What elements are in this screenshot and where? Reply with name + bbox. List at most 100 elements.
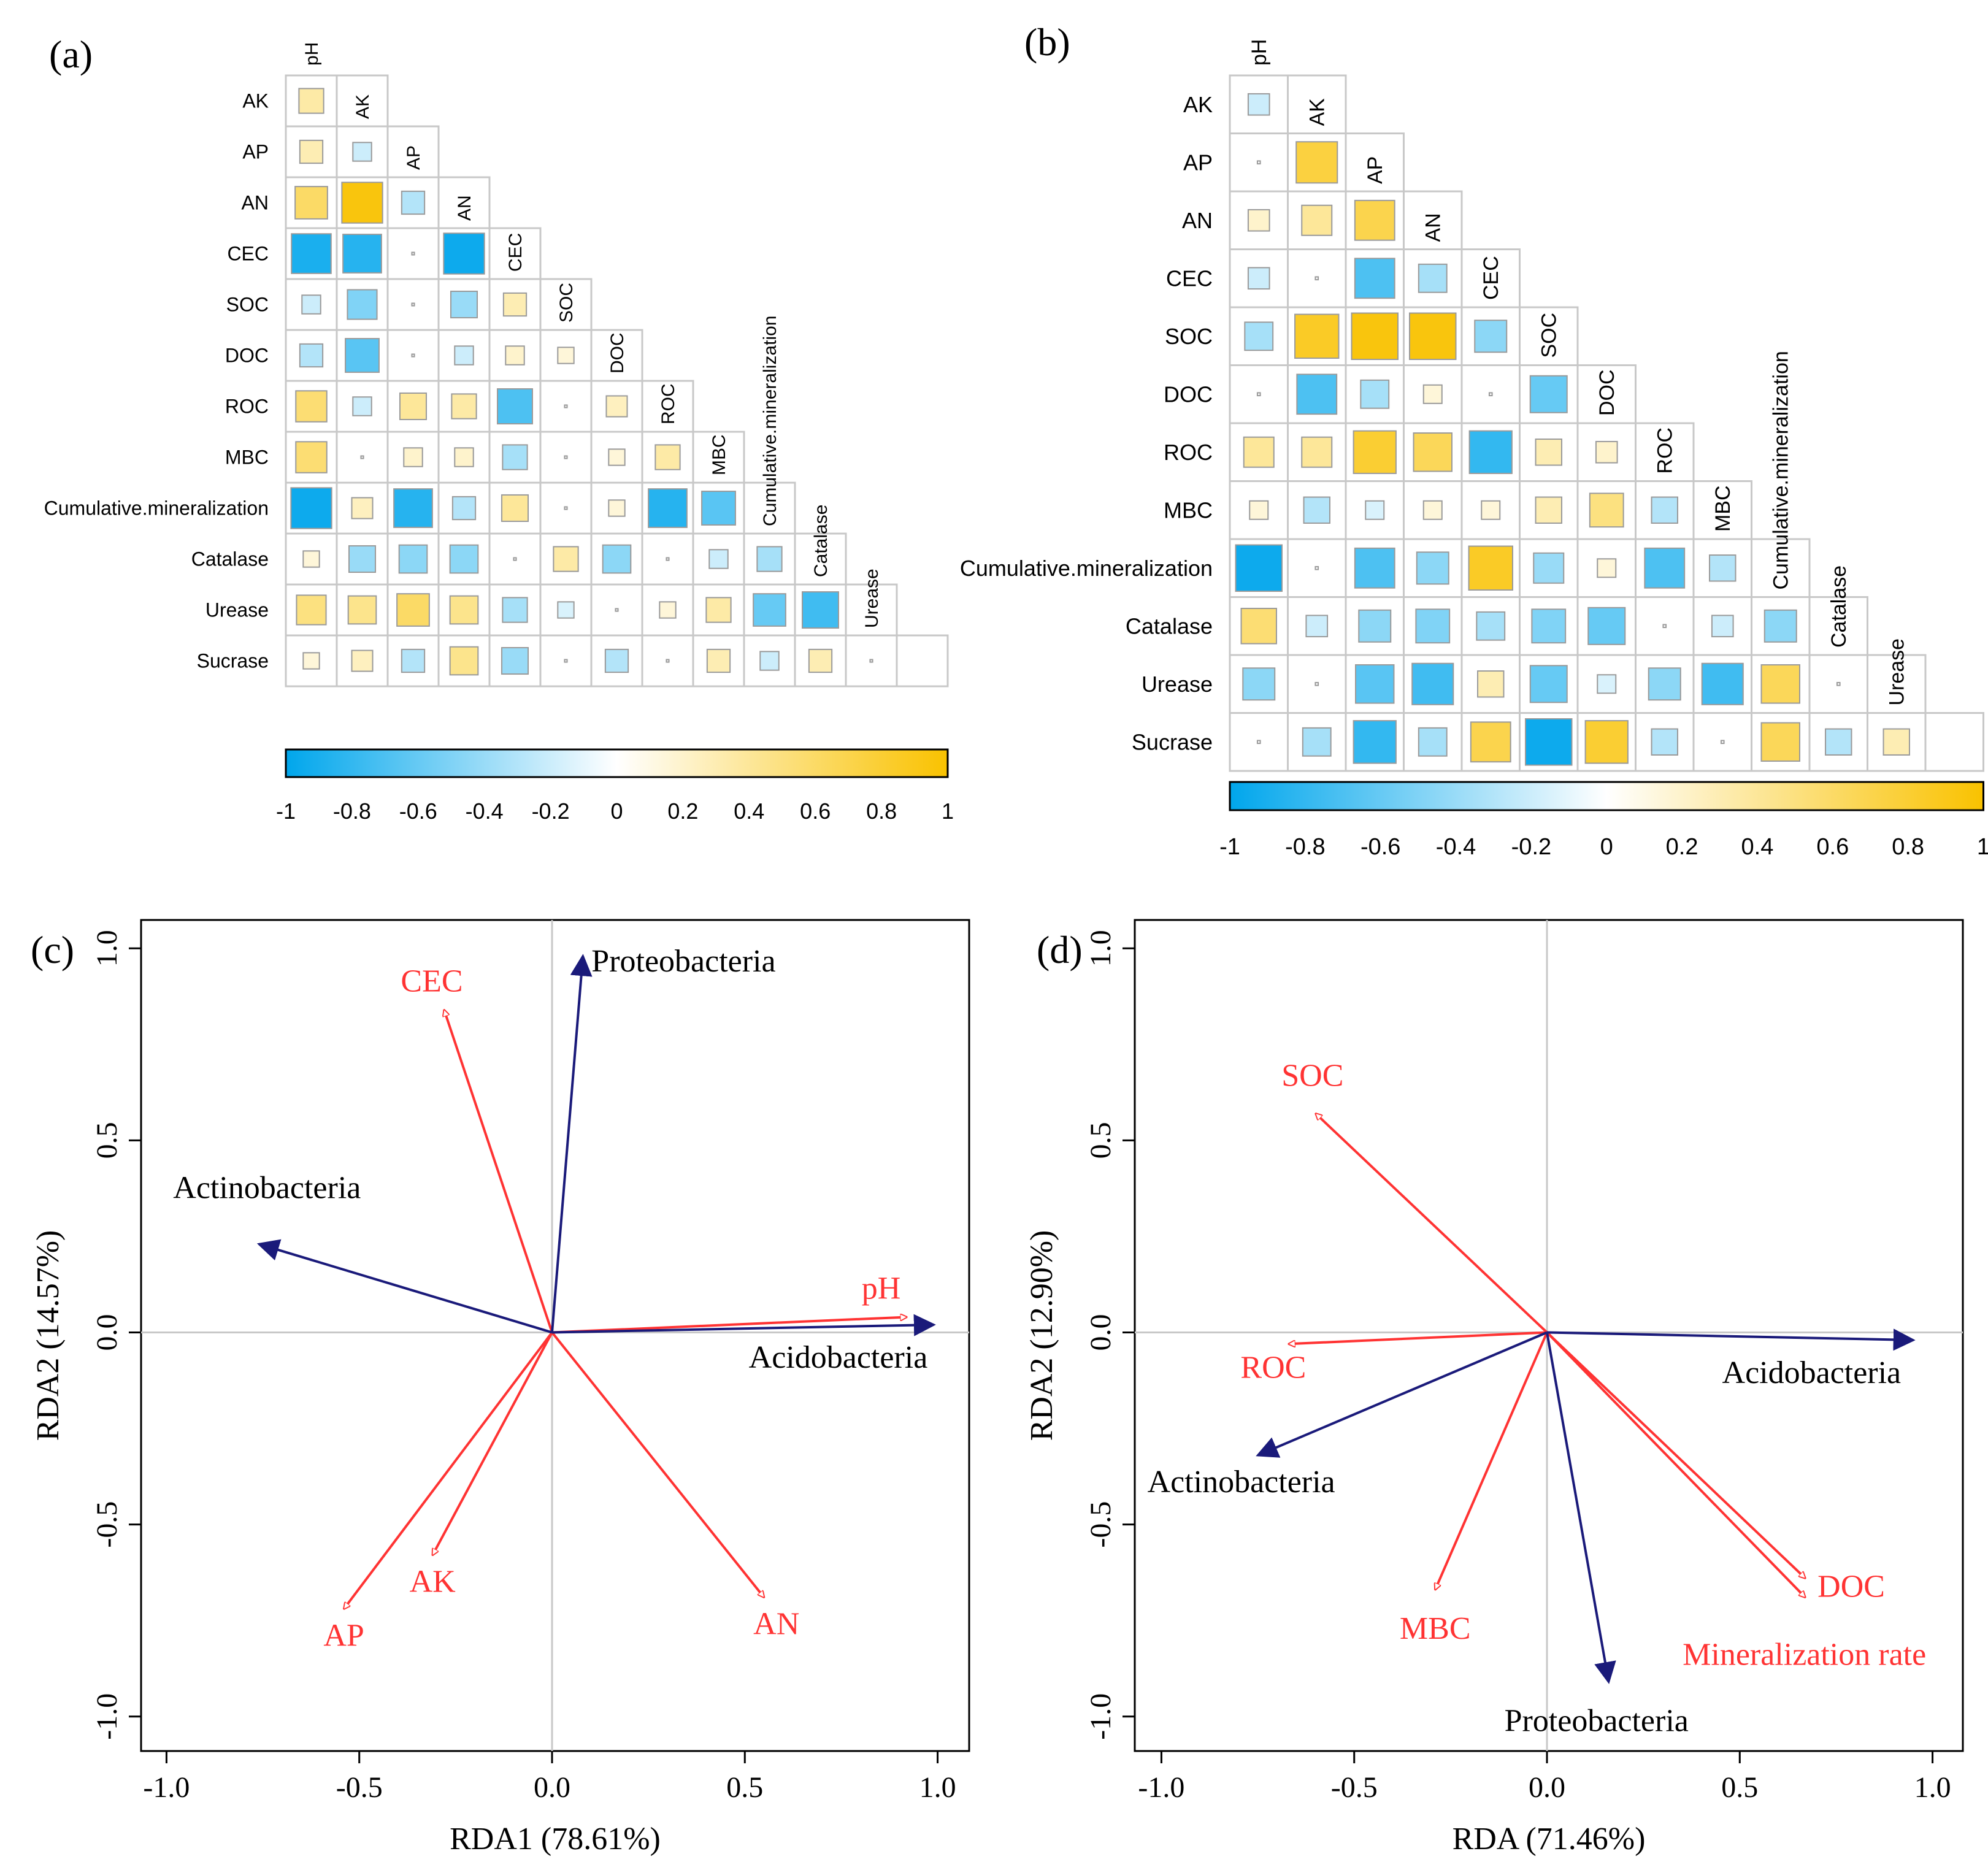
colorbar-tick-label: -0.6 <box>399 799 437 824</box>
correlation-square <box>1597 674 1617 694</box>
species-vector-arrow <box>551 954 593 1333</box>
column-header-cell <box>1403 190 1463 250</box>
correlation-square <box>648 488 688 528</box>
colorbar <box>285 748 949 778</box>
colorbar-tick-label: 0 <box>610 799 623 824</box>
column-header-cell <box>743 481 796 535</box>
colorbar-tick-label: -0.6 <box>1361 834 1400 860</box>
species-vector-label: Proteobacteria <box>591 944 775 979</box>
correlation-square <box>608 448 626 466</box>
x-tick-label: 1.0 <box>919 1771 956 1804</box>
env-vector-label: DOC <box>1817 1569 1885 1604</box>
correlation-square <box>1476 611 1506 641</box>
correlation-square <box>759 651 780 671</box>
row-label: Catalase <box>191 548 269 570</box>
column-header-cell <box>590 329 643 382</box>
species-vector-arrow <box>256 1239 553 1334</box>
correlation-square <box>403 447 423 467</box>
correlation-square <box>1595 440 1618 464</box>
column-label: SOC <box>556 283 577 323</box>
correlation-square <box>1481 500 1501 520</box>
column-header-cell <box>845 583 898 637</box>
correlation-square <box>1351 312 1399 361</box>
correlation-square <box>1651 496 1678 524</box>
colorbar-tick-label: 0.6 <box>1816 834 1849 860</box>
panel-label-a: (a) <box>49 33 93 76</box>
correlation-square <box>454 345 474 366</box>
correlation-square <box>1301 436 1333 468</box>
species-vector-label: Actinobacteria <box>173 1170 361 1205</box>
colorbar-tick-label: -0.4 <box>466 799 504 824</box>
correlation-square <box>411 302 415 307</box>
correlation-square <box>352 396 372 416</box>
colorbar-tick-label: 1 <box>1977 834 1988 860</box>
correlation-square <box>1836 681 1841 686</box>
correlation-square <box>399 392 428 421</box>
correlation-square <box>1247 209 1270 232</box>
column-label: SOC <box>1538 313 1561 358</box>
column-label: ROC <box>658 383 678 424</box>
correlation-square <box>1355 664 1395 704</box>
correlation-square <box>1720 740 1725 745</box>
column-header-cell <box>1287 74 1347 134</box>
correlation-heatmap-a: AK AP AN CEC SOC DOC ROC MBC Cumulative.minerali… <box>44 42 954 824</box>
correlation-square <box>1760 722 1800 762</box>
correlation-square <box>295 441 328 473</box>
correlation-square <box>756 546 783 572</box>
column-label: AN <box>455 195 475 221</box>
correlation-square <box>299 343 324 368</box>
correlation-square <box>1535 496 1562 524</box>
heatmap-cell <box>1519 596 1579 656</box>
correlation-square <box>1701 662 1744 705</box>
env-vector-label: pH <box>862 1271 901 1306</box>
x-tick-label: 0.0 <box>534 1771 570 1804</box>
correlation-square <box>605 395 628 418</box>
column-header-cell <box>794 532 847 586</box>
row-label: Urease <box>1142 672 1213 697</box>
correlation-square <box>451 393 477 420</box>
correlation-square <box>557 347 575 364</box>
y-tick-label: -0.5 <box>1084 1501 1117 1548</box>
colorbar-tick-label: -1 <box>1219 834 1240 860</box>
correlation-square <box>396 593 430 627</box>
column-header-cell <box>1576 364 1637 424</box>
column-header-cell <box>1635 422 1695 482</box>
colorbar-tick-label: 0 <box>1600 834 1613 860</box>
correlation-square <box>1354 199 1395 241</box>
y-tick-label: 0.5 <box>91 1122 123 1159</box>
column-header-cell <box>539 278 593 331</box>
correlation-square <box>1529 665 1568 703</box>
correlation-square <box>450 290 478 319</box>
correlation-square <box>449 544 479 574</box>
correlation-square <box>1651 728 1678 756</box>
correlation-square <box>345 338 380 373</box>
env-vector-arrow <box>551 1317 907 1334</box>
row-label: Catalase <box>1126 613 1213 638</box>
correlation-square <box>449 595 479 625</box>
env-vector-arrow <box>1289 1331 1548 1344</box>
y-axis-label: RDA2 (12.90%) <box>1024 1230 1059 1441</box>
correlation-square <box>602 544 632 574</box>
correlation-square <box>1468 430 1513 474</box>
heatmap-cell <box>794 634 847 688</box>
correlation-square <box>1648 667 1681 701</box>
env-vector-arrow <box>1546 1332 1805 1579</box>
colorbar-tick-label: -0.8 <box>1285 834 1325 860</box>
column-header-cell <box>692 431 745 484</box>
correlation-square <box>513 557 517 561</box>
env-vector-arrow <box>1546 1332 1805 1598</box>
correlation-square <box>1353 720 1397 764</box>
colorbar-tick-label: 1 <box>942 799 954 824</box>
correlation-square <box>1474 320 1508 353</box>
x-tick-label: 1.0 <box>1914 1771 1951 1804</box>
y-tick-label: 0.0 <box>91 1314 123 1351</box>
correlation-square <box>451 496 477 521</box>
correlation-square <box>401 648 426 673</box>
correlation-square <box>502 597 528 623</box>
row-label: CEC <box>227 243 269 265</box>
correlation-square <box>1296 374 1338 415</box>
correlation-square <box>659 601 677 619</box>
row-label: ROC <box>225 396 269 418</box>
correlation-square <box>342 234 382 274</box>
species-vector-arrow <box>1256 1331 1548 1458</box>
